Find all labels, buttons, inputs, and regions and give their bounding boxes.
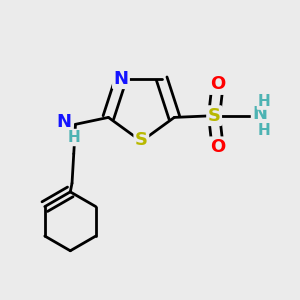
Text: O: O xyxy=(210,76,225,94)
Text: O: O xyxy=(210,138,225,156)
Text: H: H xyxy=(258,94,271,109)
Text: H: H xyxy=(258,123,271,138)
Text: N: N xyxy=(113,70,128,88)
Text: N: N xyxy=(56,112,71,130)
Text: S: S xyxy=(208,107,220,125)
Text: N: N xyxy=(252,105,267,123)
Text: S: S xyxy=(135,130,148,148)
Text: H: H xyxy=(68,130,80,145)
